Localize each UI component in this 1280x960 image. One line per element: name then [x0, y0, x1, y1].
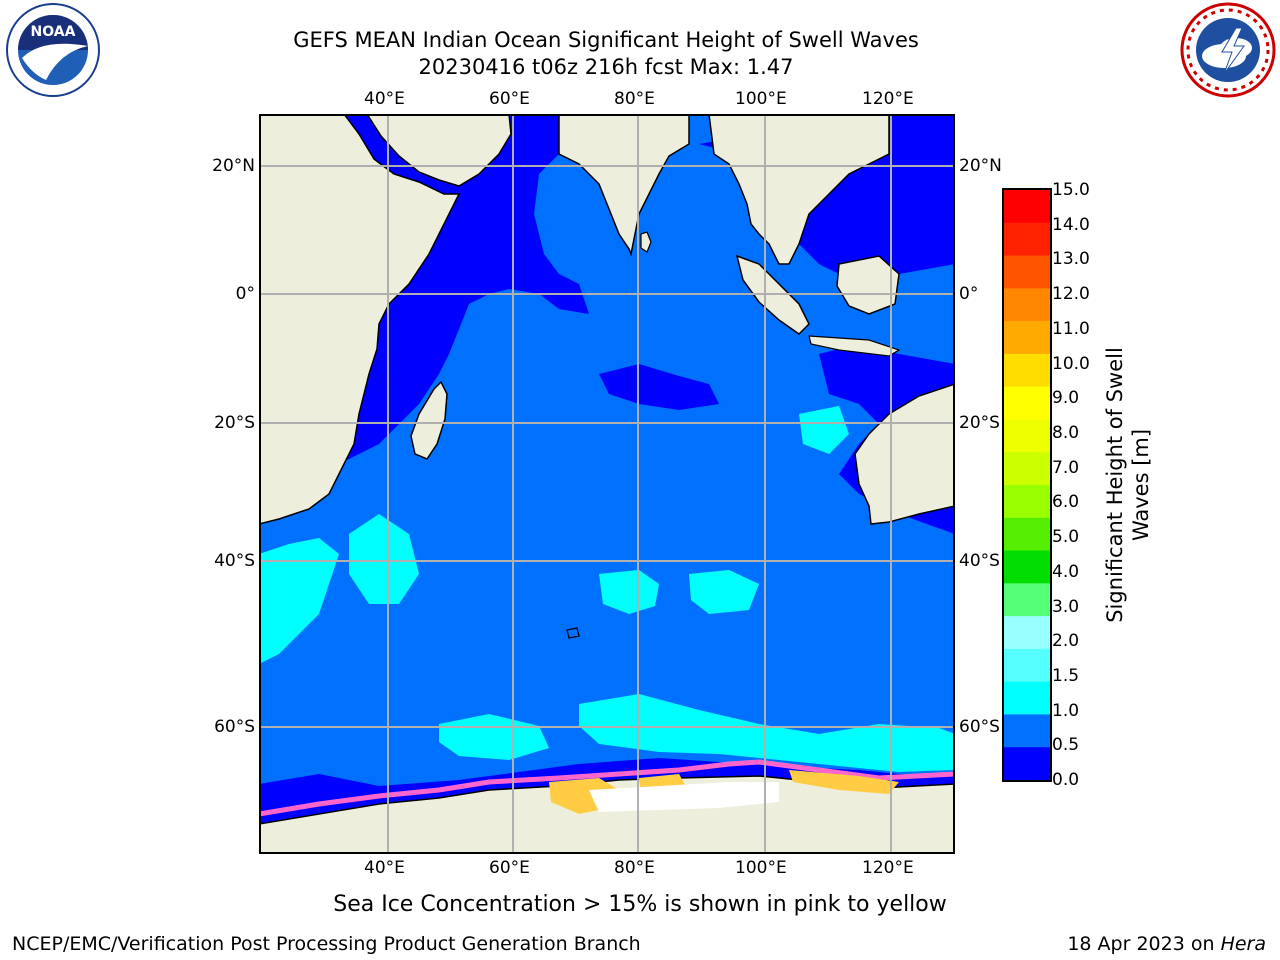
- colorbar-segment: [1004, 616, 1050, 650]
- swell-band-1.0-1.5-sw: [259, 538, 339, 664]
- colorbar-segment: [1004, 550, 1050, 584]
- footer-date: 18 Apr 2023 on: [1067, 933, 1221, 955]
- sea-ice-pink: [259, 759, 955, 817]
- land-borneo: [836, 255, 900, 315]
- colorbar-segment: [1004, 222, 1050, 257]
- lon-tick-bottom: 100°E: [735, 858, 787, 878]
- colorbar-tick-label: 15.0: [1052, 180, 1090, 200]
- lat-tick-right: 20°N: [959, 156, 1002, 176]
- land-arabia: [366, 114, 512, 187]
- swell-height-map: [259, 114, 955, 854]
- lat-tick-right: 40°S: [959, 551, 1000, 571]
- colorbar-segment: [1004, 386, 1050, 420]
- map-frame: [259, 114, 955, 854]
- footer-right: 18 Apr 2023 on Hera: [1067, 933, 1266, 955]
- colorbar-segment: [1004, 419, 1050, 453]
- land-java: [808, 335, 901, 357]
- colorbar-tick-label: 9.0: [1052, 388, 1080, 409]
- colorbar-title-line2: Waves [m]: [1129, 428, 1153, 542]
- colorbar-segment: [1004, 321, 1050, 355]
- colorbar-segment: [1004, 485, 1050, 519]
- colorbar-tick-label: 7.0: [1052, 457, 1080, 478]
- lon-tick-bottom: 60°E: [489, 858, 530, 878]
- land-kerguelen: [566, 627, 580, 639]
- land-india: [558, 114, 690, 257]
- colorbar-tick-label: 5.0: [1052, 527, 1080, 548]
- noaa-logo-text: NOAA: [31, 24, 76, 40]
- colorbar: [1002, 188, 1052, 782]
- lon-tick-top: 40°E: [364, 89, 405, 109]
- colorbar-tick-label: 1.0: [1052, 700, 1080, 721]
- sea-ice-caption: Sea Ice Concentration > 15% is shown in …: [333, 892, 947, 917]
- colorbar-segment: [1004, 190, 1050, 224]
- footer-host: Hera: [1220, 933, 1266, 955]
- lon-tick-bottom: 120°E: [862, 858, 914, 878]
- lat-tick-left: 20°S: [214, 413, 255, 433]
- graticule: [259, 114, 955, 854]
- lon-tick-bottom: 80°E: [614, 858, 655, 878]
- colorbar-segment: [1004, 747, 1050, 781]
- colorbar-segment: [1004, 681, 1050, 715]
- colorbar-tick-label: 1.5: [1052, 665, 1080, 686]
- colorbar-tick-label: 0.0: [1052, 770, 1080, 790]
- colorbar-tick-label: 6.0: [1052, 492, 1080, 513]
- colorbar-segment: [1004, 353, 1050, 388]
- swell-band-1.0-1.5-mid2: [689, 570, 759, 614]
- colorbar-tick-label: 0.5: [1052, 735, 1080, 756]
- sea-ice-white: [589, 782, 779, 812]
- colorbar-frame: [1002, 188, 1052, 782]
- lon-tick-top: 60°E: [489, 89, 530, 109]
- nws-logo: [1180, 2, 1276, 98]
- lon-tick-top: 80°E: [614, 89, 655, 109]
- lon-tick-top: 120°E: [862, 89, 914, 109]
- lat-tick-right: 60°S: [959, 717, 1000, 737]
- land-srilanka: [640, 231, 652, 253]
- swell-band-1.0-1.5-w: [349, 514, 419, 604]
- colorbar-segment: [1004, 583, 1050, 617]
- swell-band-1.0-1.5-south: [579, 694, 955, 772]
- colorbar-segment: [1004, 288, 1050, 322]
- swell-band-1.0-1.5-sw2: [439, 714, 549, 760]
- land-madagascar: [410, 380, 448, 460]
- lat-tick-left: 0°: [235, 284, 255, 304]
- lat-tick-left: 40°S: [214, 551, 255, 571]
- colorbar-tick-label: 8.0: [1052, 422, 1080, 443]
- lon-tick-top: 100°E: [735, 89, 787, 109]
- land-se-asia: [708, 114, 890, 265]
- lat-tick-right: 20°S: [959, 413, 1000, 433]
- colorbar-segment: [1004, 648, 1050, 683]
- land-australia: [854, 383, 955, 525]
- colorbar-tick-label: 14.0: [1052, 214, 1090, 235]
- lat-tick-left: 20°N: [212, 156, 255, 176]
- colorbar-segment: [1004, 714, 1050, 748]
- swell-band-1.0-1.5-mid: [599, 570, 659, 614]
- footer-left: NCEP/EMC/Verification Post Processing Pr…: [12, 933, 641, 955]
- colorbar-tick-label: 11.0: [1052, 318, 1090, 339]
- colorbar-segment: [1004, 517, 1050, 552]
- colorbar-segment: [1004, 255, 1050, 289]
- colorbar-title-line1: Significant Height of Swell: [1103, 347, 1127, 623]
- lon-tick-bottom: 40°E: [364, 858, 405, 878]
- noaa-logo: NOAA: [6, 3, 100, 97]
- chart-title-line2: 20230416 t06z 216h fcst Max: 1.47: [418, 55, 794, 79]
- chart-title-line1: GEFS MEAN Indian Ocean Significant Heigh…: [293, 28, 919, 52]
- swell-band-1.0-1.5-aus: [799, 406, 849, 454]
- colorbar-segment: [1004, 452, 1050, 486]
- colorbar-tick-label: 12.0: [1052, 284, 1090, 305]
- colorbar-tick-label: 2.0: [1052, 631, 1080, 652]
- lat-tick-left: 60°S: [214, 717, 255, 737]
- colorbar-tick-label: 4.0: [1052, 561, 1080, 582]
- colorbar-tick-label: 10.0: [1052, 353, 1090, 374]
- swell-band-0-0.5-patch: [599, 364, 719, 410]
- sea-ice-yellow-3: [789, 770, 899, 794]
- colorbar-tick-label: 13.0: [1052, 249, 1090, 270]
- colorbar-tick-label: 3.0: [1052, 596, 1080, 617]
- lat-tick-right: 0°: [959, 284, 979, 304]
